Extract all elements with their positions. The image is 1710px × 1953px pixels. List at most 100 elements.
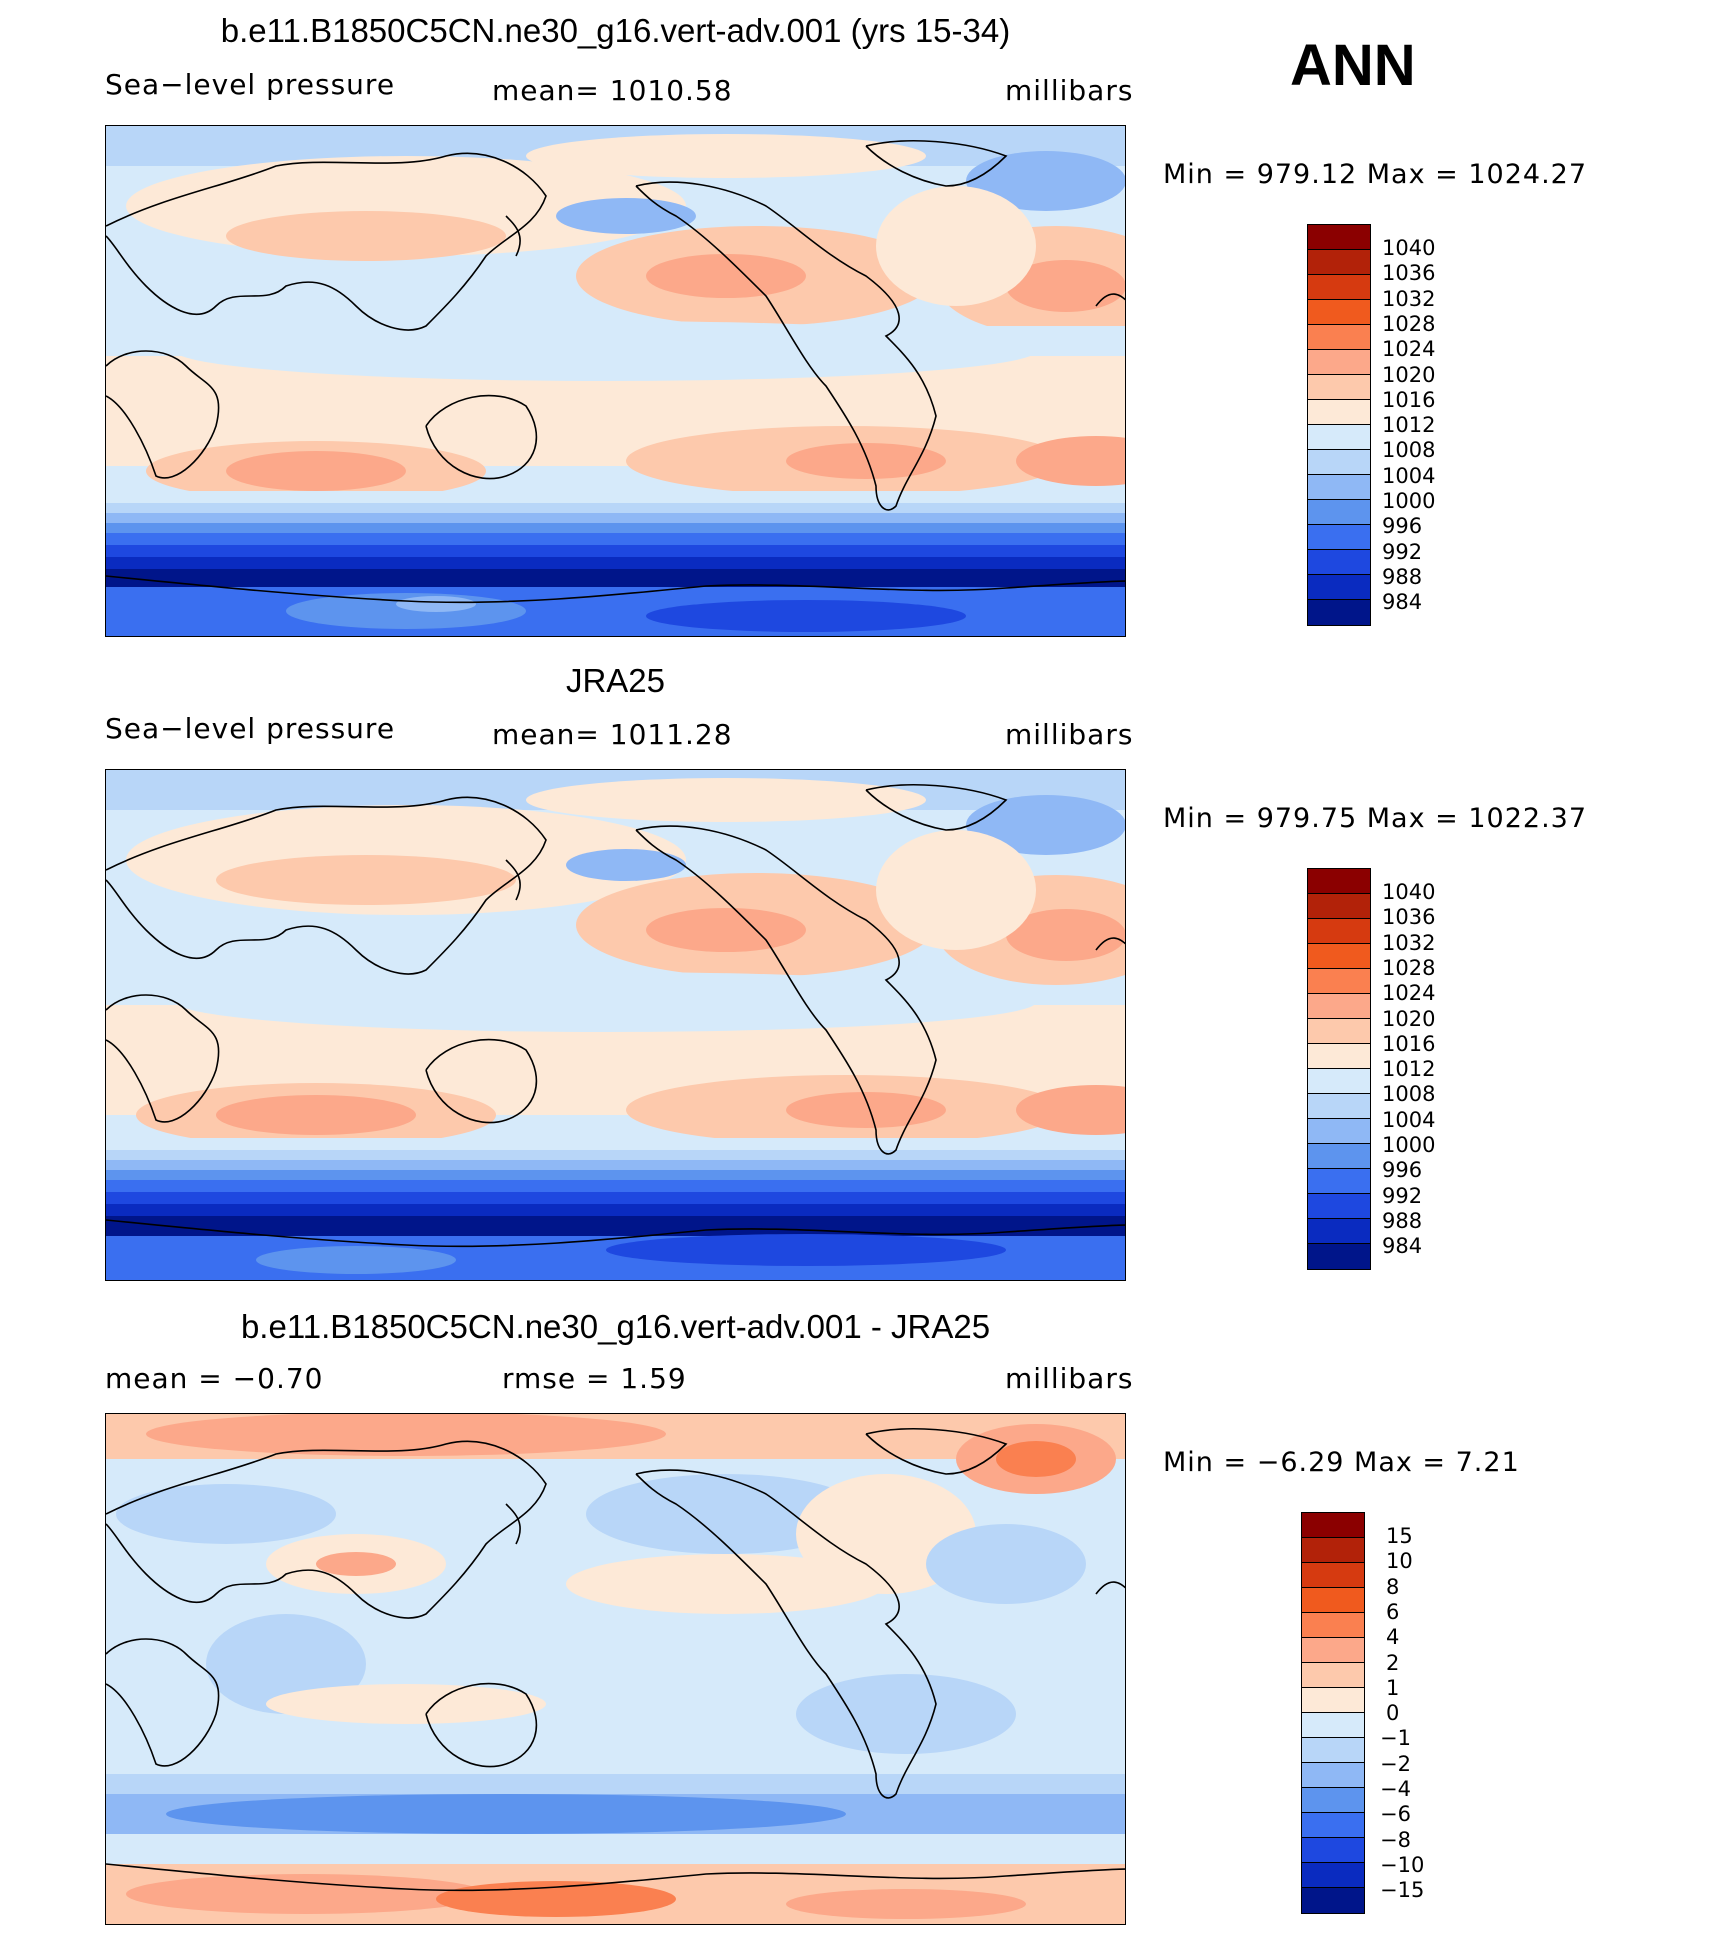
panel-2-colorbar-swatch <box>1308 994 1370 1019</box>
panel-3-colorbar-swatch <box>1302 1663 1364 1688</box>
panel-3-colorbar-label: 15 <box>1386 1524 1413 1548</box>
panel-1-colorbar-swatch <box>1308 350 1370 375</box>
panel-2-colorbar-label: 992 <box>1382 1183 1423 1208</box>
panel-3-units-label: millibars <box>1005 1362 1134 1395</box>
panel-3-colorbar-swatch <box>1302 1588 1364 1613</box>
panel-3-colorbar-label: 0 <box>1386 1701 1400 1726</box>
panel-3-map-graphic <box>106 1414 1125 1924</box>
panel-3-colorbar-swatch <box>1302 1863 1364 1888</box>
panel-1-colorbar-label: 1016 <box>1382 387 1436 412</box>
panel-1-mean-label: mean= 1010.58 <box>492 74 733 107</box>
panel-2-colorbar-swatch <box>1308 1244 1370 1269</box>
season-label: ANN <box>1290 33 1416 98</box>
panel-1-colorbar-swatch <box>1308 325 1370 350</box>
panel-1-colorbar-swatch <box>1308 525 1370 550</box>
panel-2-colorbar-swatch <box>1308 1069 1370 1094</box>
panel-3-colorbar-label: −10 <box>1380 1852 1425 1877</box>
panel-1-colorbar-label: 1012 <box>1382 413 1436 438</box>
panel-2-colorbar-swatch <box>1308 894 1370 919</box>
panel-2-colorbar-label: 1008 <box>1382 1082 1436 1107</box>
panel-1-colorbar-swatch <box>1308 500 1370 525</box>
panel-2-mean-label: mean= 1011.28 <box>492 718 733 751</box>
panel-1-minmax: Min = 979.12 Max = 1024.27 <box>1163 159 1588 190</box>
panel-3-colorbar-swatch <box>1302 1563 1364 1588</box>
panel-2-colorbar-swatch <box>1308 919 1370 944</box>
panel-2-colorbar-label: 1000 <box>1382 1133 1436 1157</box>
panel-1-colorbar-label: 1008 <box>1382 438 1436 463</box>
panel-2-colorbar-label: 1028 <box>1382 955 1436 980</box>
panel-3-colorbar-label: 10 <box>1386 1549 1413 1574</box>
panel-1-colorbar-label: 1020 <box>1382 362 1436 387</box>
panel-3-colorbar-label: −1 <box>1380 1726 1411 1751</box>
panel-3-colorbar-label: 1 <box>1386 1675 1400 1700</box>
panel-1-colorbar-label: 1000 <box>1382 489 1436 513</box>
panel-1-title: b.e11.B1850C5CN.ne30_g16.vert-adv.001 (y… <box>220 12 1011 49</box>
panel-2-map <box>105 769 1126 1281</box>
panel-1-colorbar-label: 992 <box>1382 539 1423 564</box>
panel-3-colorbar-label: −4 <box>1380 1777 1411 1801</box>
panel-3-colorbar <box>1301 1512 1365 1914</box>
panel-3-colorbar-swatch <box>1302 1813 1364 1838</box>
panel-1-colorbar-label: 984 <box>1382 590 1423 615</box>
panel-3-colorbar-label: −8 <box>1380 1827 1411 1852</box>
panel-2-colorbar-label: 1016 <box>1382 1031 1436 1056</box>
panel-1-colorbar-swatch <box>1308 550 1370 575</box>
panel-3-mean-label: mean = −0.70 <box>105 1362 324 1395</box>
panel-3-colorbar-swatch <box>1302 1513 1364 1538</box>
panel-3-colorbar-swatch <box>1302 1838 1364 1863</box>
panel-2-colorbar-label: 984 <box>1382 1234 1423 1259</box>
panel-3-colorbar-swatch <box>1302 1538 1364 1563</box>
panel-2-colorbar-label: 1004 <box>1382 1107 1436 1132</box>
panel-3-colorbar-swatch <box>1302 1763 1364 1788</box>
panel-2-colorbar-label: 988 <box>1382 1208 1423 1233</box>
panel-1-colorbar-label: 1040 <box>1382 236 1436 260</box>
panel-1-colorbar-swatch <box>1308 450 1370 475</box>
panel-2-colorbar-label: 1036 <box>1382 905 1436 930</box>
panel-2-units-label: millibars <box>1005 718 1134 751</box>
panel-2-colorbar-label: 996 <box>1382 1158 1423 1183</box>
panel-1-colorbar-label: 996 <box>1382 514 1423 539</box>
panel-3-colorbar-swatch <box>1302 1888 1364 1913</box>
panel-2-colorbar-swatch <box>1308 1044 1370 1069</box>
panel-1-colorbar-label: 1036 <box>1382 261 1436 286</box>
panel-3-minmax: Min = −6.29 Max = 7.21 <box>1163 1447 1520 1478</box>
panel-1-colorbar-swatch <box>1308 400 1370 425</box>
panel-1-colorbar-swatch <box>1308 225 1370 250</box>
panel-1-map-graphic <box>106 126 1125 636</box>
panel-1-colorbar-box <box>1307 224 1371 626</box>
panel-2-colorbar-label: 1020 <box>1382 1006 1436 1031</box>
panel-1-colorbar-label: 1028 <box>1382 311 1436 336</box>
panel-3-colorbar-label: 6 <box>1386 1599 1400 1624</box>
panel-1-colorbar-swatch <box>1308 475 1370 500</box>
panel-1-colorbar-swatch <box>1308 300 1370 325</box>
panel-3-title: b.e11.B1850C5CN.ne30_g16.vert-adv.001 - … <box>240 1308 991 1345</box>
panel-1-colorbar-label: 988 <box>1382 564 1423 589</box>
panel-1-colorbar-swatch <box>1308 275 1370 300</box>
panel-2-colorbar-swatch <box>1308 1169 1370 1194</box>
panel-2-colorbar-label: 1024 <box>1382 981 1436 1006</box>
panel-3-colorbar-box <box>1301 1512 1365 1914</box>
panel-3-colorbar-label: −6 <box>1380 1802 1411 1827</box>
panel-2-colorbar-label: 1040 <box>1382 880 1436 904</box>
panel-2-colorbar-swatch <box>1308 1144 1370 1169</box>
panel-3-colorbar-swatch <box>1302 1688 1364 1713</box>
panel-3-colorbar-swatch <box>1302 1738 1364 1763</box>
panel-2-colorbar-swatch <box>1308 1194 1370 1219</box>
panel-1-units-label: millibars <box>1005 74 1134 107</box>
panel-2-variable-label: Sea−level pressure <box>105 712 396 745</box>
panel-3-colorbar-swatch <box>1302 1613 1364 1638</box>
panel-3-colorbar-swatch <box>1302 1788 1364 1813</box>
panel-1-variable-label: Sea−level pressure <box>105 68 396 101</box>
panel-1-colorbar <box>1307 224 1371 626</box>
panel-3-colorbar-label: 8 <box>1386 1574 1400 1599</box>
panel-2-colorbar <box>1307 868 1371 1270</box>
panel-1-colorbar-swatch <box>1308 575 1370 600</box>
panel-2-minmax: Min = 979.75 Max = 1022.37 <box>1163 803 1588 834</box>
panel-3-colorbar-label: 2 <box>1386 1650 1400 1675</box>
panel-1-map <box>105 125 1126 637</box>
panel-2-colorbar-label: 1012 <box>1382 1057 1436 1082</box>
panel-3-colorbar-label: −2 <box>1380 1751 1411 1776</box>
panel-1-colorbar-swatch <box>1308 425 1370 450</box>
panel-2-colorbar-swatch <box>1308 1119 1370 1144</box>
panel-2-colorbar-box <box>1307 868 1371 1270</box>
